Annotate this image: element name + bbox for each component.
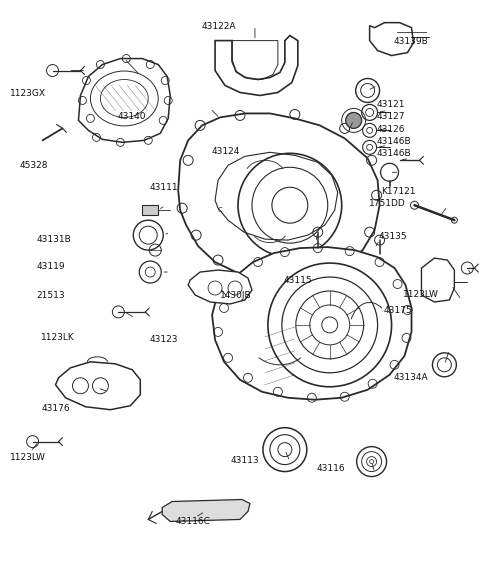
Text: 43135: 43135: [379, 232, 408, 241]
Polygon shape: [162, 499, 250, 521]
Text: 1123LK: 1123LK: [41, 333, 75, 342]
Text: 43127: 43127: [376, 112, 405, 121]
Text: 21513: 21513: [36, 291, 65, 300]
Text: 43115: 43115: [283, 276, 312, 285]
Text: 43146B: 43146B: [376, 149, 411, 158]
Text: 43126: 43126: [376, 125, 405, 133]
Text: 43176: 43176: [41, 404, 70, 413]
Text: 43139B: 43139B: [393, 37, 428, 46]
Text: 1123LW: 1123LW: [10, 454, 46, 462]
Text: 43111: 43111: [149, 183, 178, 191]
Text: 1751DD: 1751DD: [369, 199, 406, 208]
Polygon shape: [142, 205, 158, 215]
Text: 43116C: 43116C: [175, 517, 210, 526]
Text: 43123: 43123: [149, 335, 178, 345]
Text: 1123LW: 1123LW: [403, 290, 439, 299]
Text: 43175: 43175: [384, 306, 412, 316]
Text: 45328: 45328: [20, 161, 48, 170]
Text: 43140: 43140: [118, 112, 146, 121]
Text: 43131B: 43131B: [36, 234, 72, 244]
Text: 43116: 43116: [317, 464, 345, 473]
Polygon shape: [421, 258, 455, 302]
Text: 43122A: 43122A: [202, 22, 236, 31]
Polygon shape: [188, 270, 252, 304]
Polygon shape: [56, 362, 140, 409]
Text: 43121: 43121: [376, 100, 405, 110]
Circle shape: [346, 113, 361, 128]
Text: 43113: 43113: [230, 456, 259, 465]
Text: 1430JB: 1430JB: [220, 291, 252, 300]
Text: 43134A: 43134A: [393, 374, 428, 382]
Text: 1123GX: 1123GX: [10, 89, 46, 98]
Polygon shape: [212, 247, 411, 400]
Text: 43119: 43119: [36, 262, 65, 271]
Text: K17121: K17121: [381, 187, 416, 196]
Polygon shape: [370, 23, 413, 56]
Text: C: C: [218, 207, 222, 213]
Text: 43146B: 43146B: [376, 137, 411, 146]
Polygon shape: [78, 59, 170, 142]
Polygon shape: [178, 114, 380, 280]
Polygon shape: [215, 35, 298, 96]
Text: 43124: 43124: [211, 147, 240, 155]
